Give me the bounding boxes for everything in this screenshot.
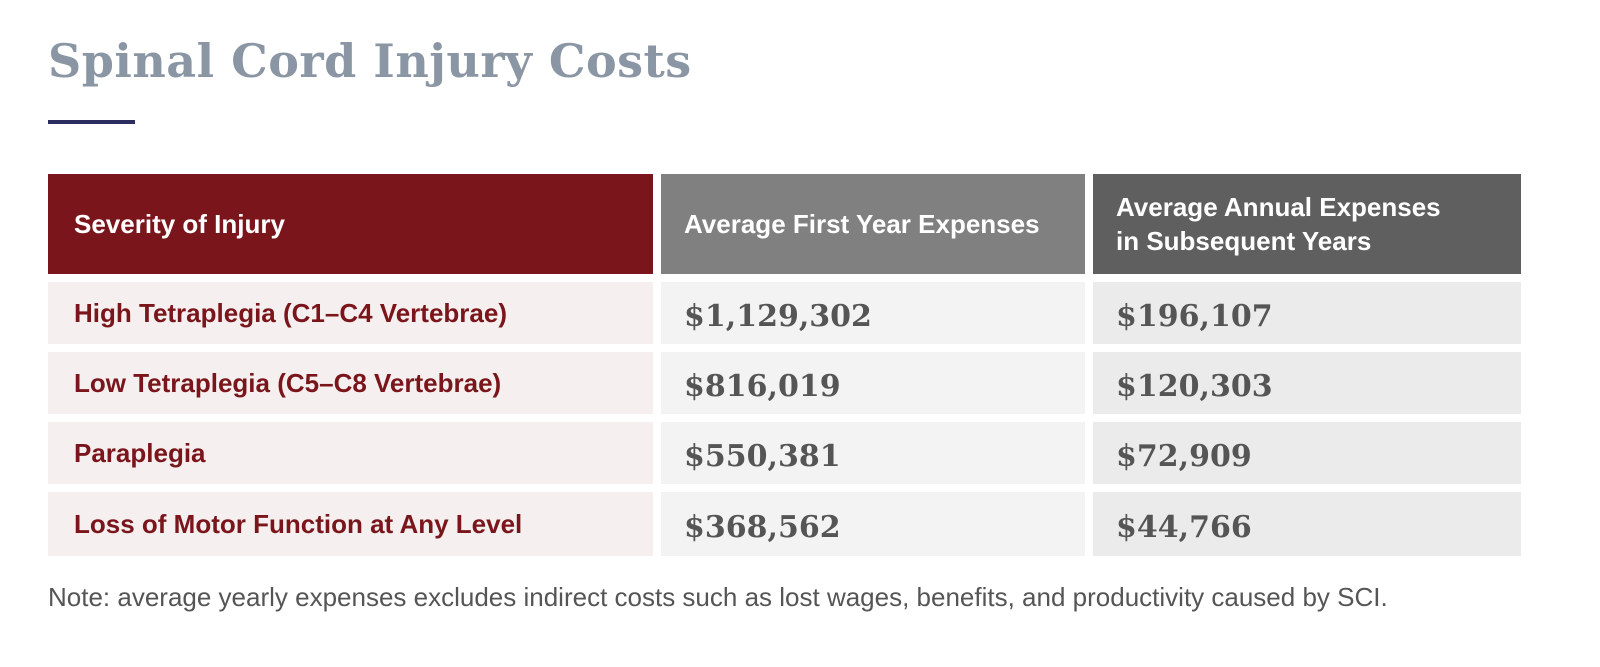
title: Spinal Cord Injury Costs [48, 34, 692, 88]
cost-table: Severity of Injury Average First Year Ex… [48, 174, 1521, 556]
column-header: Severity of Injury [48, 174, 653, 274]
expense-cell: $44,766 [1093, 492, 1521, 556]
column-header: Average First Year Expenses [661, 174, 1085, 274]
expense-cell: $550,381 [661, 422, 1085, 484]
expense-cell: $72,909 [1093, 422, 1521, 484]
expense-cell: $196,107 [1093, 282, 1521, 344]
severity-cell: Paraplegia [48, 422, 653, 484]
expense-cell: $1,129,302 [661, 282, 1085, 344]
expense-cell: $368,562 [661, 492, 1085, 556]
column-header: Average Annual Expenses in Subsequent Ye… [1093, 174, 1521, 274]
severity-cell: Low Tetraplegia (C5–C8 Vertebrae) [48, 352, 653, 414]
expense-cell: $120,303 [1093, 352, 1521, 414]
severity-cell: High Tetraplegia (C1–C4 Vertebrae) [48, 282, 653, 344]
note: Note: average yearly expenses excludes i… [48, 582, 1388, 612]
expense-cell: $816,019 [661, 352, 1085, 414]
title-rule [48, 120, 135, 124]
severity-cell: Loss of Motor Function at Any Level [48, 492, 653, 556]
